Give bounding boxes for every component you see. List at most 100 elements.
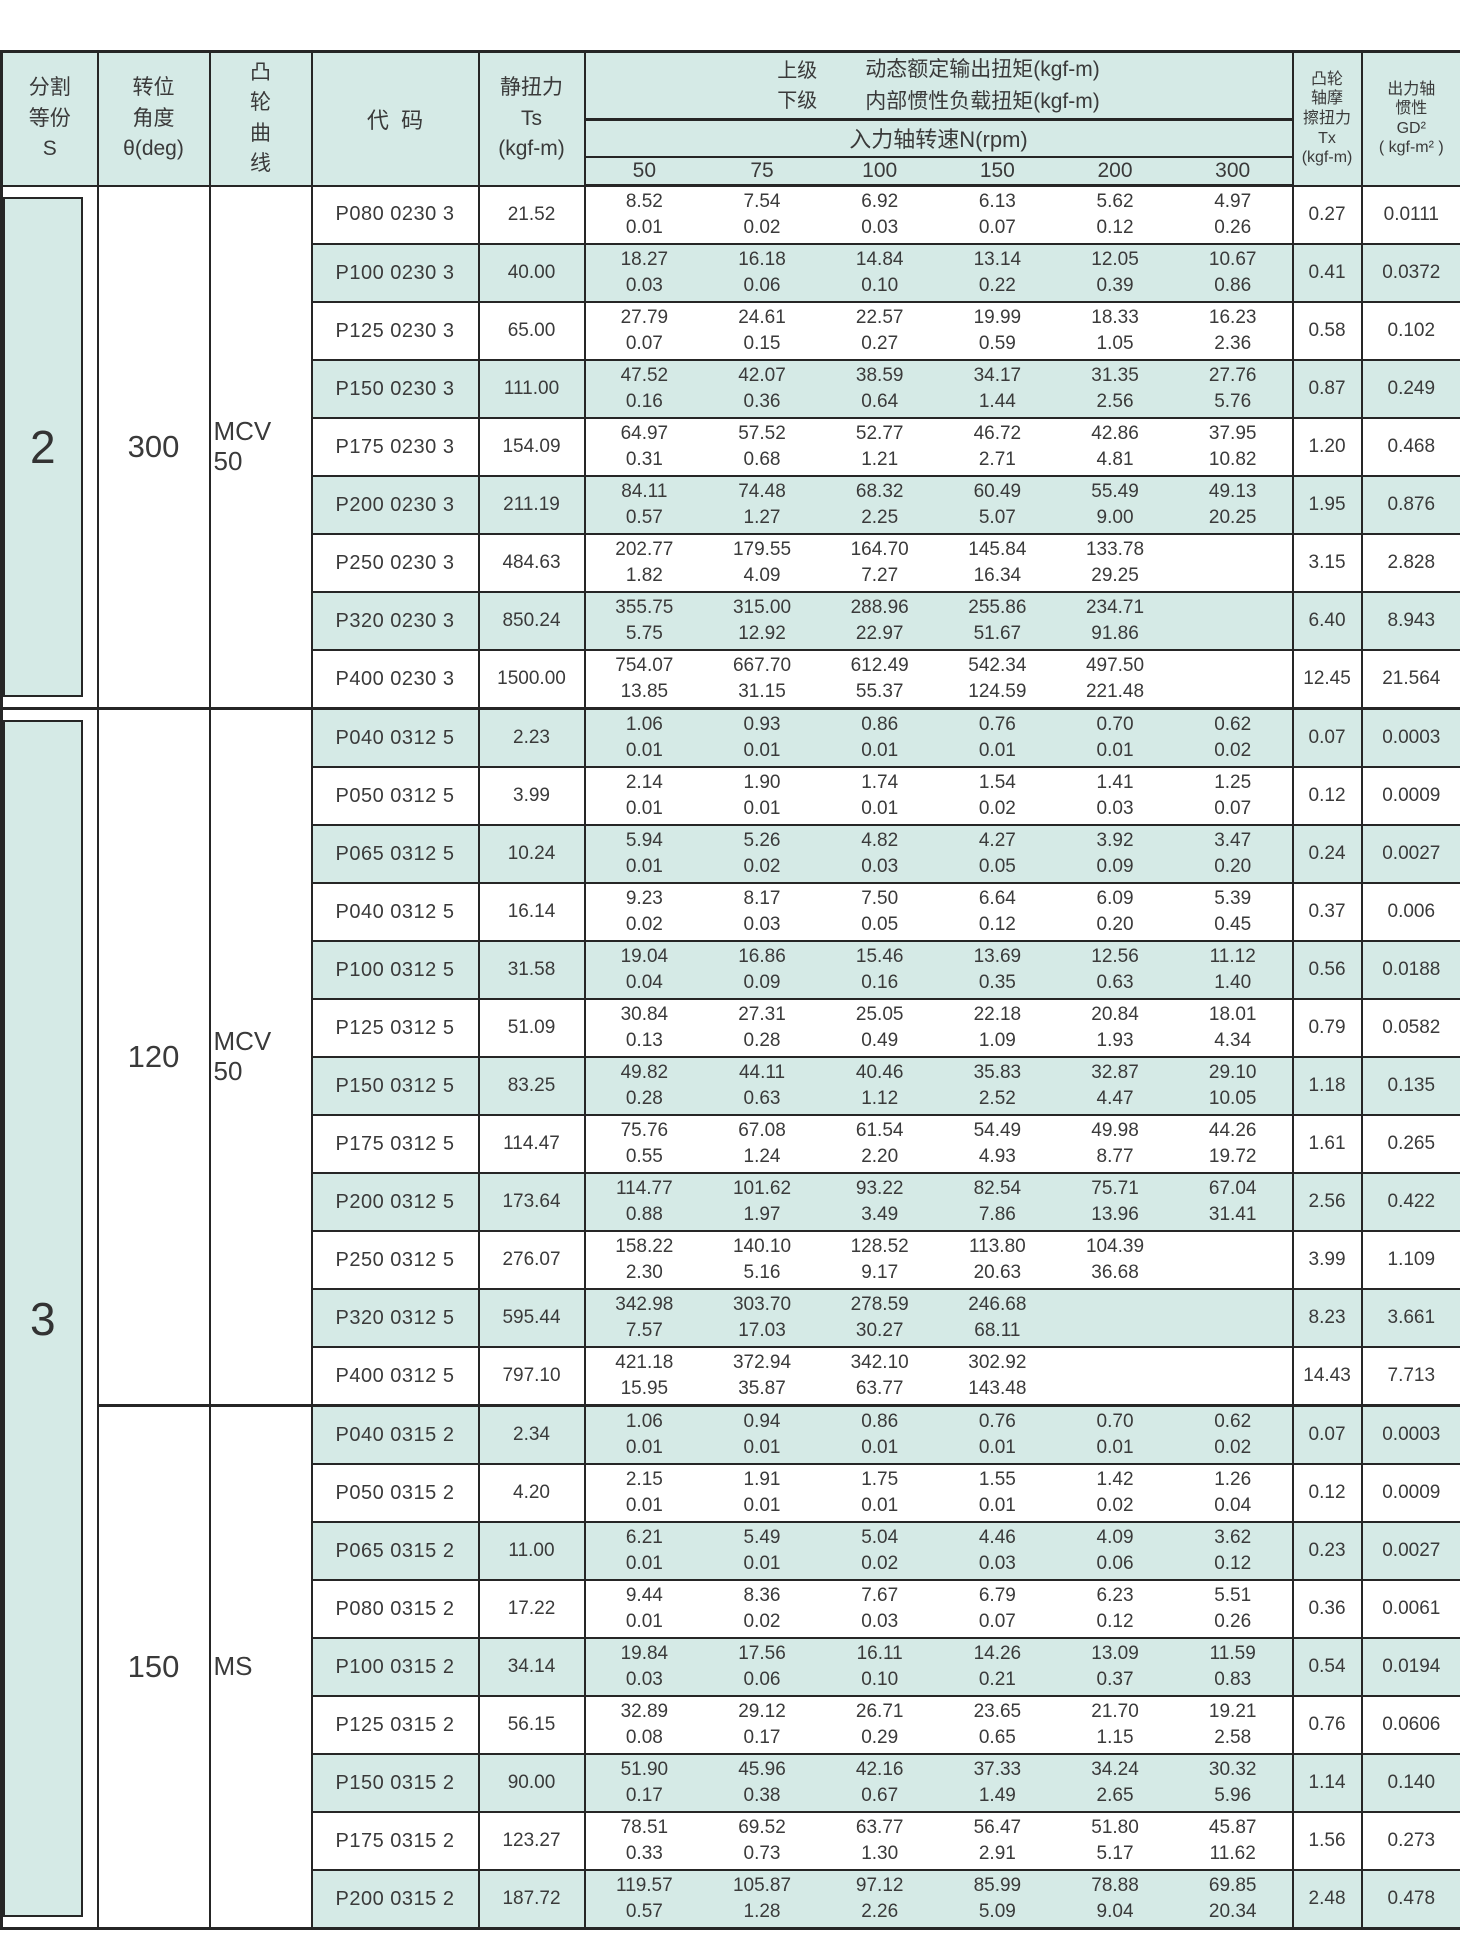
rpm-value-column: 42.16 0.67 xyxy=(821,1756,939,1810)
inertia-load-torque-value: 0.01 xyxy=(978,740,1016,761)
rpm-value-column: 1.55 0.01 xyxy=(939,1466,1057,1520)
output-inertia-cell: 0.478 xyxy=(1360,1869,1460,1930)
output-torque-value: 0.94 xyxy=(743,1411,781,1432)
rpm-value-column: 6.92 0.03 xyxy=(821,187,939,242)
rpm-value-column: 421.18 15.95 xyxy=(587,1349,704,1404)
spec-row: P400 0230 3 1500.00 754.07 13.85 667.70 31.15… xyxy=(2,649,1460,710)
output-inertia-cell: 7.713 xyxy=(1360,1346,1460,1407)
friction-torque-cell: 1.18 xyxy=(1291,1056,1363,1116)
output-inertia-cell: 0.0194 xyxy=(1360,1637,1460,1697)
header-index-angle: 转位 角度 θ(deg) xyxy=(96,50,211,187)
spec-row: P175 0312 5 114.47 75.76 0.55 67.08 1.24 61.54… xyxy=(2,1114,1460,1174)
torque-values-cell: 18.27 0.03 16.18 0.06 14.84 0.10 13.14 0.22 12.0… xyxy=(583,243,1294,303)
spec-row: P320 0312 5 595.44 342.98 7.57 303.70 17.03 27… xyxy=(2,1288,1460,1348)
inertia-load-torque-value: 2.71 xyxy=(978,449,1016,470)
rpm-value-column: 32.89 0.08 xyxy=(587,1698,704,1752)
output-torque-value: 69.52 xyxy=(738,1817,786,1838)
rpm-value-column: 5.62 0.12 xyxy=(1056,187,1174,242)
table-body: 2 300 MCV 50 P080 0230 3 21.52 8.52 0.01 7.54 0.… xyxy=(0,184,1460,1930)
rpm-value-column: 5.49 0.01 xyxy=(703,1524,821,1578)
rpm-value-column: 6.79 0.07 xyxy=(939,1582,1057,1636)
torque-values-cell: 1.06 0.01 0.93 0.01 0.86 0.01 0.76 0.01 0.70 0.01… xyxy=(583,707,1294,768)
inertia-load-torque-value: 1.12 xyxy=(861,1088,899,1109)
torque-values-grid: 75.76 0.55 67.08 1.24 61.54 2.20 54.49 4.93 49.9… xyxy=(587,1117,1291,1171)
torque-values-cell: 19.04 0.04 16.86 0.09 15.46 0.16 13.69 0.35 12.5… xyxy=(583,940,1294,1000)
model-code-cell: P175 0315 2 xyxy=(310,1811,480,1871)
output-torque-value: 0.62 xyxy=(1214,714,1252,735)
output-torque-value: 114.77 xyxy=(615,1178,673,1199)
torque-values-cell: 421.18 15.95 372.94 35.87 342.10 63.77 302.92 1… xyxy=(583,1346,1294,1407)
rpm-value-column: 67.04 31.41 xyxy=(1174,1175,1291,1229)
static-torque-cell: 51.09 xyxy=(477,998,586,1058)
rpm-value-column: 342.98 7.57 xyxy=(587,1291,704,1345)
output-torque-value: 104.39 xyxy=(1085,1236,1145,1257)
model-code-cell: P080 0230 3 xyxy=(310,184,480,245)
inertia-load-torque-value: 8.77 xyxy=(1096,1146,1134,1167)
rpm-value-column: 52.77 1.21 xyxy=(821,420,939,474)
rpm-value-column: 22.57 0.27 xyxy=(821,304,939,358)
inertia-load-torque-value: 0.37 xyxy=(1096,1669,1134,1690)
inertia-load-torque-value: 68.11 xyxy=(974,1320,1021,1341)
rpm-value-column: 12.56 0.63 xyxy=(1056,943,1174,997)
friction-torque-cell: 2.56 xyxy=(1291,1172,1363,1232)
header-rpm-value: 200 xyxy=(1097,158,1133,182)
inertia-load-torque-value: 55.37 xyxy=(855,681,904,702)
output-torque-value: 315.00 xyxy=(732,597,792,618)
output-torque-value: 26.71 xyxy=(855,1701,904,1722)
output-torque-value: 37.33 xyxy=(973,1759,1022,1780)
rpm-value-column: 27.76 5.76 xyxy=(1174,362,1291,416)
output-inertia-cell: 2.828 xyxy=(1360,533,1460,593)
output-inertia-cell: 0.0111 xyxy=(1360,184,1460,245)
rpm-value-column: 278.59 30.27 xyxy=(821,1291,939,1345)
inertia-load-torque-value: 0.02 xyxy=(1214,1437,1252,1458)
header-lower-desc: 内部惯性负载扭矩(kgf-m) xyxy=(865,89,1100,113)
output-inertia-cell: 0.249 xyxy=(1360,359,1460,419)
spec-row: P400 0312 5 797.10 421.18 15.95 372.94 35.87 3… xyxy=(2,1346,1460,1407)
rpm-value-column: 0.86 0.01 xyxy=(821,1408,939,1462)
rpm-value-column: 34.24 2.65 xyxy=(1056,1756,1174,1810)
inertia-load-torque-value: 1.24 xyxy=(743,1146,781,1167)
inertia-load-torque-value: 0.49 xyxy=(861,1030,899,1051)
spec-row: P040 0312 5 16.14 9.23 0.02 8.17 0.03 7.50 0.05… xyxy=(2,882,1460,942)
inertia-load-torque-value: 0.07 xyxy=(978,1611,1016,1632)
model-code-cell: P320 0312 5 xyxy=(310,1288,480,1348)
static-torque-cell: 595.44 xyxy=(477,1288,586,1348)
rpm-value-column: 246.68 68.11 xyxy=(939,1291,1057,1345)
inertia-load-torque-value: 2.30 xyxy=(625,1262,663,1283)
torque-values-grid: 158.22 2.30 140.10 5.16 128.52 9.17 113.80 20.6… xyxy=(587,1233,1291,1287)
inertia-load-torque-value: 0.65 xyxy=(978,1727,1016,1748)
friction-torque-cell: 0.54 xyxy=(1291,1637,1363,1697)
cam-curve-cell: MCV 50 xyxy=(208,184,313,710)
output-torque-value: 29.10 xyxy=(1208,1062,1257,1083)
output-torque-value: 69.85 xyxy=(1208,1875,1257,1896)
cam-curve-cell: MCV 50 xyxy=(208,707,313,1407)
rpm-value-column: 128.52 9.17 xyxy=(821,1233,939,1287)
torque-values-cell: 75.76 0.55 67.08 1.24 61.54 2.20 54.49 4.93 49.9… xyxy=(583,1114,1294,1174)
inertia-load-torque-value: 7.27 xyxy=(861,565,899,586)
rpm-value-column xyxy=(1174,1349,1291,1404)
spec-row: P100 0312 5 31.58 19.04 0.04 16.86 0.09 15.46 0… xyxy=(2,940,1460,1000)
rpm-value-column: 17.56 0.06 xyxy=(703,1640,821,1694)
output-torque-value: 32.87 xyxy=(1091,1062,1139,1083)
inertia-load-torque-value: 20.34 xyxy=(1208,1901,1257,1922)
rpm-value-column: 13.69 0.35 xyxy=(939,943,1057,997)
inertia-load-torque-value: 0.02 xyxy=(978,798,1016,819)
inertia-load-torque-value: 5.16 xyxy=(743,1262,781,1283)
inertia-load-torque-value: 0.01 xyxy=(625,217,663,238)
output-torque-value: 342.10 xyxy=(850,1352,909,1373)
inertia-load-torque-value: 4.93 xyxy=(978,1146,1016,1167)
rpm-value-column: 0.76 0.01 xyxy=(939,711,1057,765)
output-inertia-cell: 0.273 xyxy=(1360,1811,1460,1871)
inertia-load-torque-value: 1.40 xyxy=(1214,972,1252,993)
output-torque-value: 32.89 xyxy=(620,1701,669,1722)
rpm-value-column: 1.90 0.01 xyxy=(703,769,821,823)
output-torque-value: 64.97 xyxy=(620,423,669,444)
output-torque-value: 11.59 xyxy=(1209,1643,1256,1664)
inertia-load-torque-value: 5.76 xyxy=(1214,391,1252,412)
inertia-load-torque-value: 0.01 xyxy=(625,1553,663,1574)
rpm-value-column: 45.96 0.38 xyxy=(703,1756,821,1810)
inertia-load-torque-value: 0.26 xyxy=(1214,217,1252,238)
rpm-value-column: 114.77 0.88 xyxy=(587,1175,704,1229)
output-torque-value: 13.09 xyxy=(1091,1643,1139,1664)
output-torque-value: 101.62 xyxy=(732,1178,792,1199)
